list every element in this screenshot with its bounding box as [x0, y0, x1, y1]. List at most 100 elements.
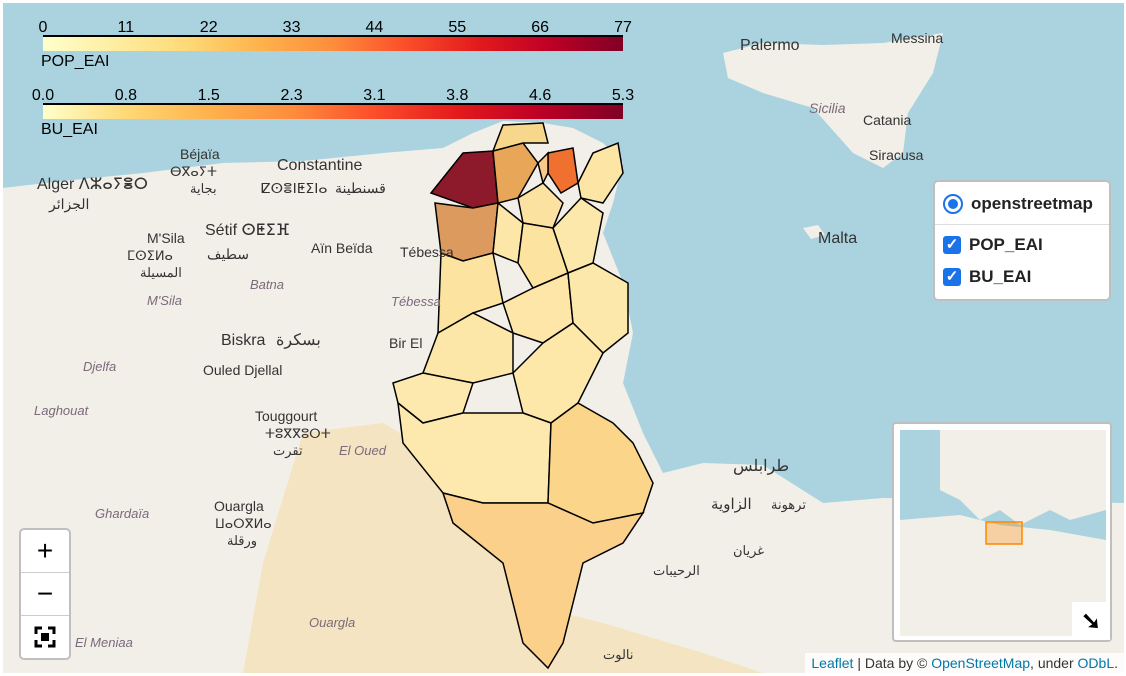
radio-icon[interactable]: [943, 194, 963, 214]
legend-bu-tick-label: 3.8: [446, 87, 469, 104]
layer-overlay-pop-eai[interactable]: ✓ POP_EAI: [935, 229, 1109, 261]
minimap[interactable]: ➘: [892, 422, 1112, 642]
legend-bu-ticks: 0.0 0.8 1.5 2.3 3.1 3.8 4.6 5.3: [32, 87, 634, 104]
label-catania: Catania: [863, 112, 911, 128]
legend-bu-title: BU_EAI: [41, 121, 98, 138]
map-container[interactable]: Palermo Messina Sicilia Catania Siracusa…: [3, 3, 1124, 673]
sicily-land: [723, 33, 943, 168]
label-biskra: Biskra: [221, 332, 266, 349]
label-msila-it: M'Sila: [147, 293, 182, 308]
legend-bu-tick-label: 4.6: [529, 87, 552, 104]
label-msila-ar: المسيلة: [140, 265, 182, 280]
label-msila-tif: ⵎⵙⵉⵍⴰ: [127, 248, 173, 263]
checkbox-icon[interactable]: ✓: [943, 268, 961, 286]
label-gharyan-ar: غريان: [733, 543, 764, 559]
legend-bu-tick-label: 1.5: [197, 87, 220, 104]
basemap: Palermo Messina Sicilia Catania Siracusa…: [3, 30, 1124, 673]
label-constantine-tif: ⵇⵙⴻⵏⵟⵉⵏⴰ: [261, 180, 327, 196]
label-msila: M'Sila: [147, 230, 185, 246]
region-zaghouan: [517, 182, 564, 229]
label-nalut-ar: نالوت: [603, 647, 634, 663]
osm-link[interactable]: OpenStreetMap: [931, 655, 1031, 671]
legend-pop-tick-label: 55: [448, 19, 467, 36]
odbl-link[interactable]: ODbL: [1077, 655, 1115, 671]
fullscreen-icon: [34, 626, 56, 648]
minimap-viewport[interactable]: [985, 521, 1023, 545]
label-touggourt-ar: تقرت: [273, 443, 303, 459]
label-djelfa: Djelfa: [83, 359, 116, 374]
legend-pop-eai: 0 11 22 33 44 55 66 77 POP_EAI: [38, 19, 632, 71]
legend-bu-tick-label: 3.1: [363, 87, 386, 104]
minimap-map: [900, 430, 1106, 636]
layer-base-label: openstreetmap: [971, 194, 1093, 213]
legend-pop-tick-label: 11: [117, 19, 135, 36]
attribution-text: | Data by ©: [853, 655, 932, 671]
legend-bu-tick-label: 2.3: [280, 87, 303, 104]
legend-pop-title: POP_EAI: [41, 53, 110, 70]
label-constantine: Constantine: [277, 157, 362, 174]
layer-overlay-label: BU_EAI: [969, 267, 1032, 286]
label-ain-beida: Aïn Beïda: [311, 240, 373, 256]
label-tripoli-ar: طرابلس: [733, 458, 789, 475]
label-palermo: Palermo: [740, 37, 800, 54]
layer-control: openstreetmap ✓ POP_EAI ✓ BU_EAI: [933, 180, 1111, 301]
label-ouargla-ar: ورقلة: [227, 533, 257, 549]
label-rohaibat-ar: الرحيبات: [653, 563, 700, 579]
leaflet-link[interactable]: Leaflet: [811, 655, 854, 671]
label-tebessa: Tébessa: [400, 244, 454, 260]
label-laghouat: Laghouat: [34, 403, 90, 418]
label-tarhuna-ar: ترهونة: [771, 497, 806, 513]
label-constantine-ar: قسنطينة: [335, 180, 386, 196]
region-sousse: [552, 197, 604, 274]
tunisia-choropleth: [392, 122, 654, 670]
label-ghardaia: Ghardaïa: [95, 506, 149, 521]
label-el-meniaa: El Meniaa: [75, 635, 133, 650]
label-el-oued: El Oued: [339, 443, 387, 458]
region-tataouine: [441, 491, 645, 670]
label-batna: Batna: [250, 277, 284, 292]
label-sicilia: Sicilia: [809, 100, 846, 116]
desert-area: [243, 423, 763, 673]
legend-pop-tick-label: 0: [38, 19, 48, 36]
legend-pop-tick-label: 44: [365, 19, 384, 36]
attribution-text: , under: [1030, 655, 1078, 671]
legend-pop-tick-label: 33: [282, 19, 301, 36]
label-touggourt-tif: ⵜⵓⴳⴳⵓⵔⵜ: [265, 426, 331, 441]
layer-separator: [935, 224, 1109, 225]
label-bejaia-ar: بجاية: [190, 181, 217, 196]
label-ouargla: Ouargla: [214, 498, 264, 514]
label-siracusa: Siracusa: [869, 147, 924, 163]
layer-base-openstreetmap[interactable]: openstreetmap: [935, 188, 1109, 220]
legend-pop-colorbar: [43, 35, 623, 51]
label-setif: Sétif ⵙⵟⵉⴼ: [205, 222, 290, 239]
legend-bu-tick-label: 0.8: [114, 87, 137, 104]
legend-bu-eai: 0.0 0.8 1.5 2.3 3.1 3.8 4.6 5.3 BU_EAI: [32, 87, 634, 139]
label-messina: Messina: [891, 30, 943, 46]
zoom-out-button[interactable]: −: [21, 573, 69, 616]
legend-pop-tick-label: 66: [531, 19, 550, 36]
label-alger-ar: الجزائر: [48, 196, 89, 213]
label-bejaia: Béjaïa: [180, 146, 220, 162]
fullscreen-button[interactable]: [21, 616, 69, 658]
arrow-down-right-icon: ➘: [1080, 607, 1102, 635]
legend-bu-tick-label: 0.0: [31, 87, 55, 104]
label-zawiya-ar: الزاوية: [711, 496, 752, 513]
checkbox-icon[interactable]: ✓: [943, 236, 961, 254]
label-biskra-ar: بسكرة: [276, 332, 321, 349]
label-ouargla-it: Ouargla: [309, 615, 355, 630]
minimap-toggle-button[interactable]: ➘: [1072, 602, 1110, 640]
legend-bu-tick-label: 5.3: [611, 87, 635, 104]
legend-pop-tick-label: 22: [199, 19, 218, 36]
region-ariana: [537, 151, 549, 186]
zoom-in-button[interactable]: +: [21, 530, 69, 573]
minimap-view[interactable]: [900, 430, 1106, 636]
zoom-control: + −: [19, 528, 71, 660]
legend-bu-colorbar: [43, 103, 623, 119]
attribution: Leaflet | Data by © OpenStreetMap, under…: [805, 653, 1124, 673]
malta-land: [803, 225, 825, 239]
legend-pop-ticks: 0 11 22 33 44 55 66 77: [38, 19, 632, 36]
label-touggourt: Touggourt: [255, 408, 317, 424]
layer-overlay-bu-eai[interactable]: ✓ BU_EAI: [935, 261, 1109, 293]
label-ouled-djellal: Ouled Djellal: [203, 362, 282, 378]
label-ouargla-tif: ⵡⴰⵔⴳⵍⴰ: [215, 516, 272, 531]
